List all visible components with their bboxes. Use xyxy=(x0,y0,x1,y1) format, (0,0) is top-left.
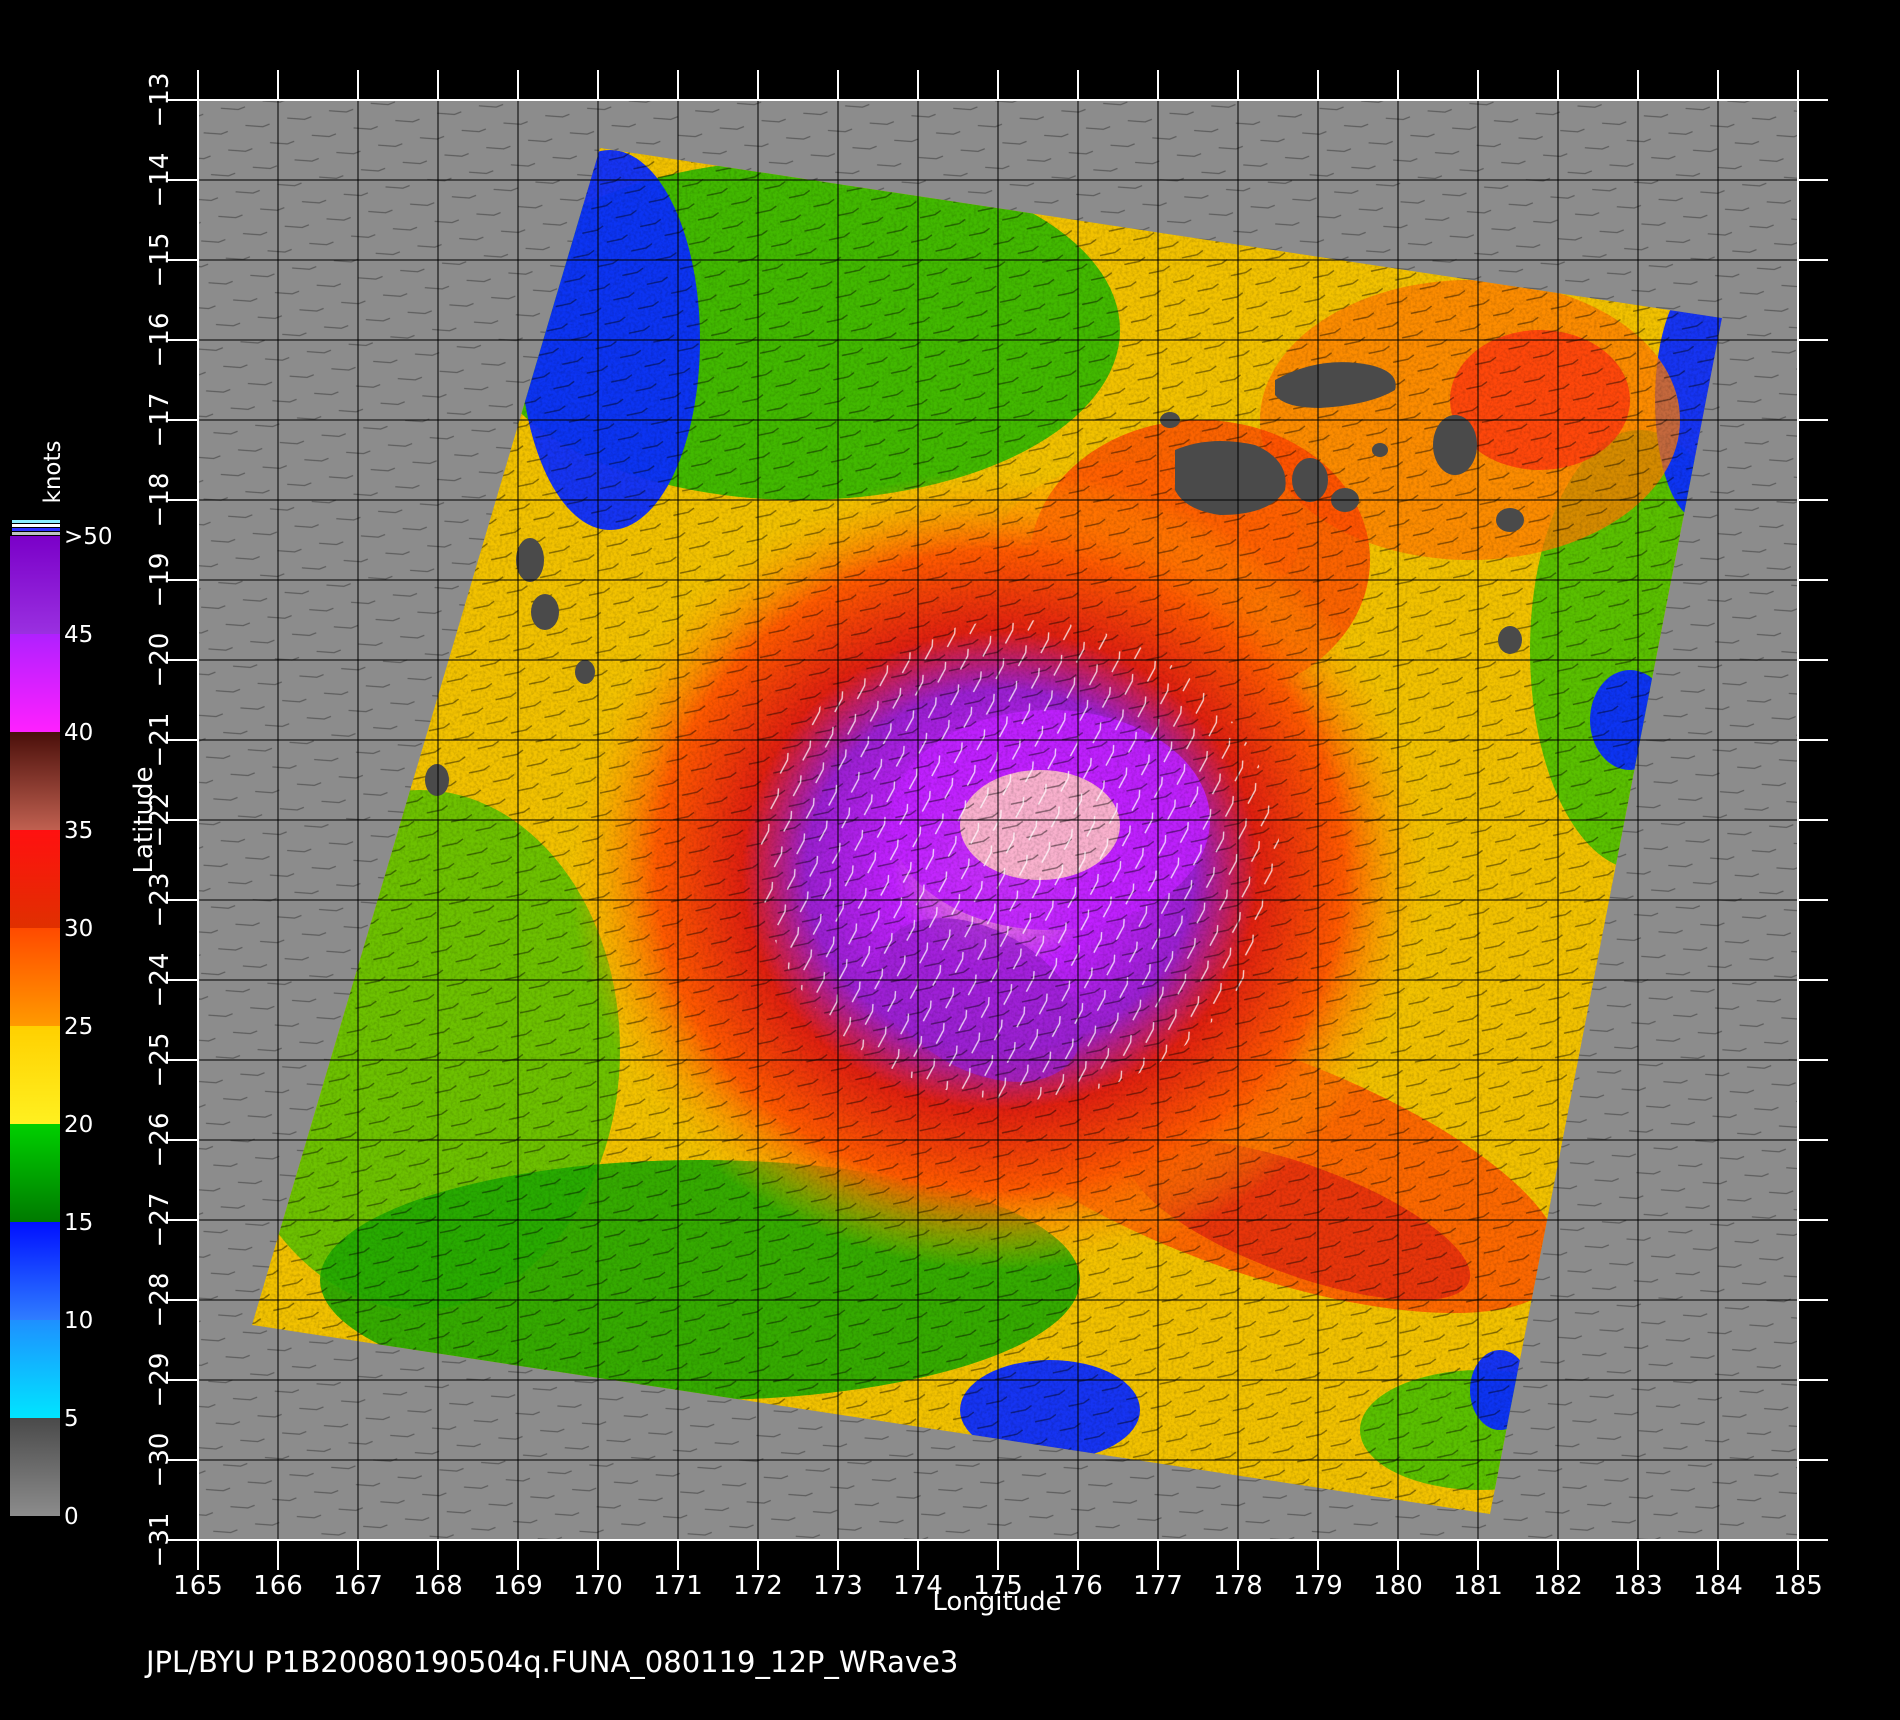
y-tick-label: −19 xyxy=(145,553,175,608)
axis-ticks xyxy=(168,70,1828,1570)
colorbar-label: 25 xyxy=(64,1014,93,1040)
land-masses xyxy=(425,362,1524,796)
colorbar-label: 20 xyxy=(64,1112,93,1138)
colorbar-cap xyxy=(12,520,60,535)
y-tick-label: −31 xyxy=(145,1513,175,1568)
y-tick-label: −22 xyxy=(145,793,175,848)
y-tick-label: −16 xyxy=(145,313,175,368)
colorbar-band xyxy=(10,732,60,830)
colorbar-label: 40 xyxy=(64,720,93,746)
x-tick-label: 177 xyxy=(1133,1571,1183,1601)
x-tick-label: 185 xyxy=(1773,1571,1823,1601)
colorbar-band xyxy=(10,1320,60,1418)
colorbar: 0 5 10 15 20 25 30 35 40 45 >50 knots xyxy=(10,441,113,1530)
x-tick-label: 181 xyxy=(1453,1571,1503,1601)
colorbar-band xyxy=(10,1418,60,1516)
colorbar-band xyxy=(10,1026,60,1124)
x-tick-label: 179 xyxy=(1293,1571,1343,1601)
colorbar-band xyxy=(10,1222,60,1320)
x-tick-label: 172 xyxy=(733,1571,783,1601)
y-tick-label: −24 xyxy=(145,953,175,1008)
y-tick-label: −23 xyxy=(145,873,175,928)
colorbar-label: 45 xyxy=(64,622,93,648)
x-tick-label: 168 xyxy=(413,1571,463,1601)
footer-caption: JPL/BYU P1B20080190504q.FUNA_080119_12P_… xyxy=(144,1645,958,1679)
x-tick-label: 171 xyxy=(653,1571,703,1601)
y-tick-label: −14 xyxy=(145,153,175,208)
x-tick-label: 176 xyxy=(1053,1571,1103,1601)
colorbar-band xyxy=(10,1124,60,1222)
y-tick-label: −20 xyxy=(145,633,175,688)
colorbar-band xyxy=(10,634,60,732)
colorbar-label: >50 xyxy=(64,524,113,550)
y-tick-label: −21 xyxy=(145,713,175,768)
x-tick-label: 169 xyxy=(493,1571,543,1601)
colorbar-label: 10 xyxy=(64,1308,93,1334)
y-tick-label: −17 xyxy=(145,393,175,448)
x-tick-label: 182 xyxy=(1533,1571,1583,1601)
map-grid xyxy=(197,99,1799,1541)
x-tick-label: 184 xyxy=(1693,1571,1743,1601)
x-tick-label: 175 xyxy=(973,1571,1023,1601)
colorbar-band xyxy=(10,830,60,928)
colorbar-band xyxy=(10,536,60,634)
x-tick-label: 178 xyxy=(1213,1571,1263,1601)
y-tick-label: −18 xyxy=(145,473,175,528)
x-tick-label: 165 xyxy=(173,1571,223,1601)
y-tick-label: −26 xyxy=(145,1113,175,1168)
x-axis-title: Longitude xyxy=(932,1587,1061,1617)
colorbar-band xyxy=(10,928,60,1026)
x-tick-label: 183 xyxy=(1613,1571,1663,1601)
y-tick-label: −28 xyxy=(145,1273,175,1328)
y-tick-label: −30 xyxy=(145,1433,175,1488)
y-tick-label: −27 xyxy=(145,1193,175,1248)
y-tick-label: −15 xyxy=(145,233,175,288)
colorbar-label: 15 xyxy=(64,1210,93,1236)
x-tick-label: 167 xyxy=(333,1571,383,1601)
colorbar-unit: knots xyxy=(40,441,66,504)
x-tick-labels: 165 166 167 168 169 170 171 172 173 174 175 176 177 1… xyxy=(173,1571,1823,1601)
x-tick-label: 170 xyxy=(573,1571,623,1601)
colorbar-label: 0 xyxy=(64,1504,79,1530)
y-tick-label: −29 xyxy=(145,1353,175,1408)
y-tick-label: −25 xyxy=(145,1033,175,1088)
y-tick-label: −13 xyxy=(145,73,175,128)
colorbar-label: 35 xyxy=(64,818,93,844)
x-tick-label: 180 xyxy=(1373,1571,1423,1601)
x-tick-label: 173 xyxy=(813,1571,863,1601)
colorbar-label: 30 xyxy=(64,916,93,942)
y-tick-labels: −13 −14 −15 −16 −17 −18 −19 −20 −21 −22 −23 −24 −25 −… xyxy=(145,73,175,1568)
x-tick-label: 166 xyxy=(253,1571,303,1601)
y-axis-title: Latitude xyxy=(129,766,159,873)
colorbar-label: 5 xyxy=(64,1406,79,1432)
x-tick-label: 174 xyxy=(893,1571,943,1601)
